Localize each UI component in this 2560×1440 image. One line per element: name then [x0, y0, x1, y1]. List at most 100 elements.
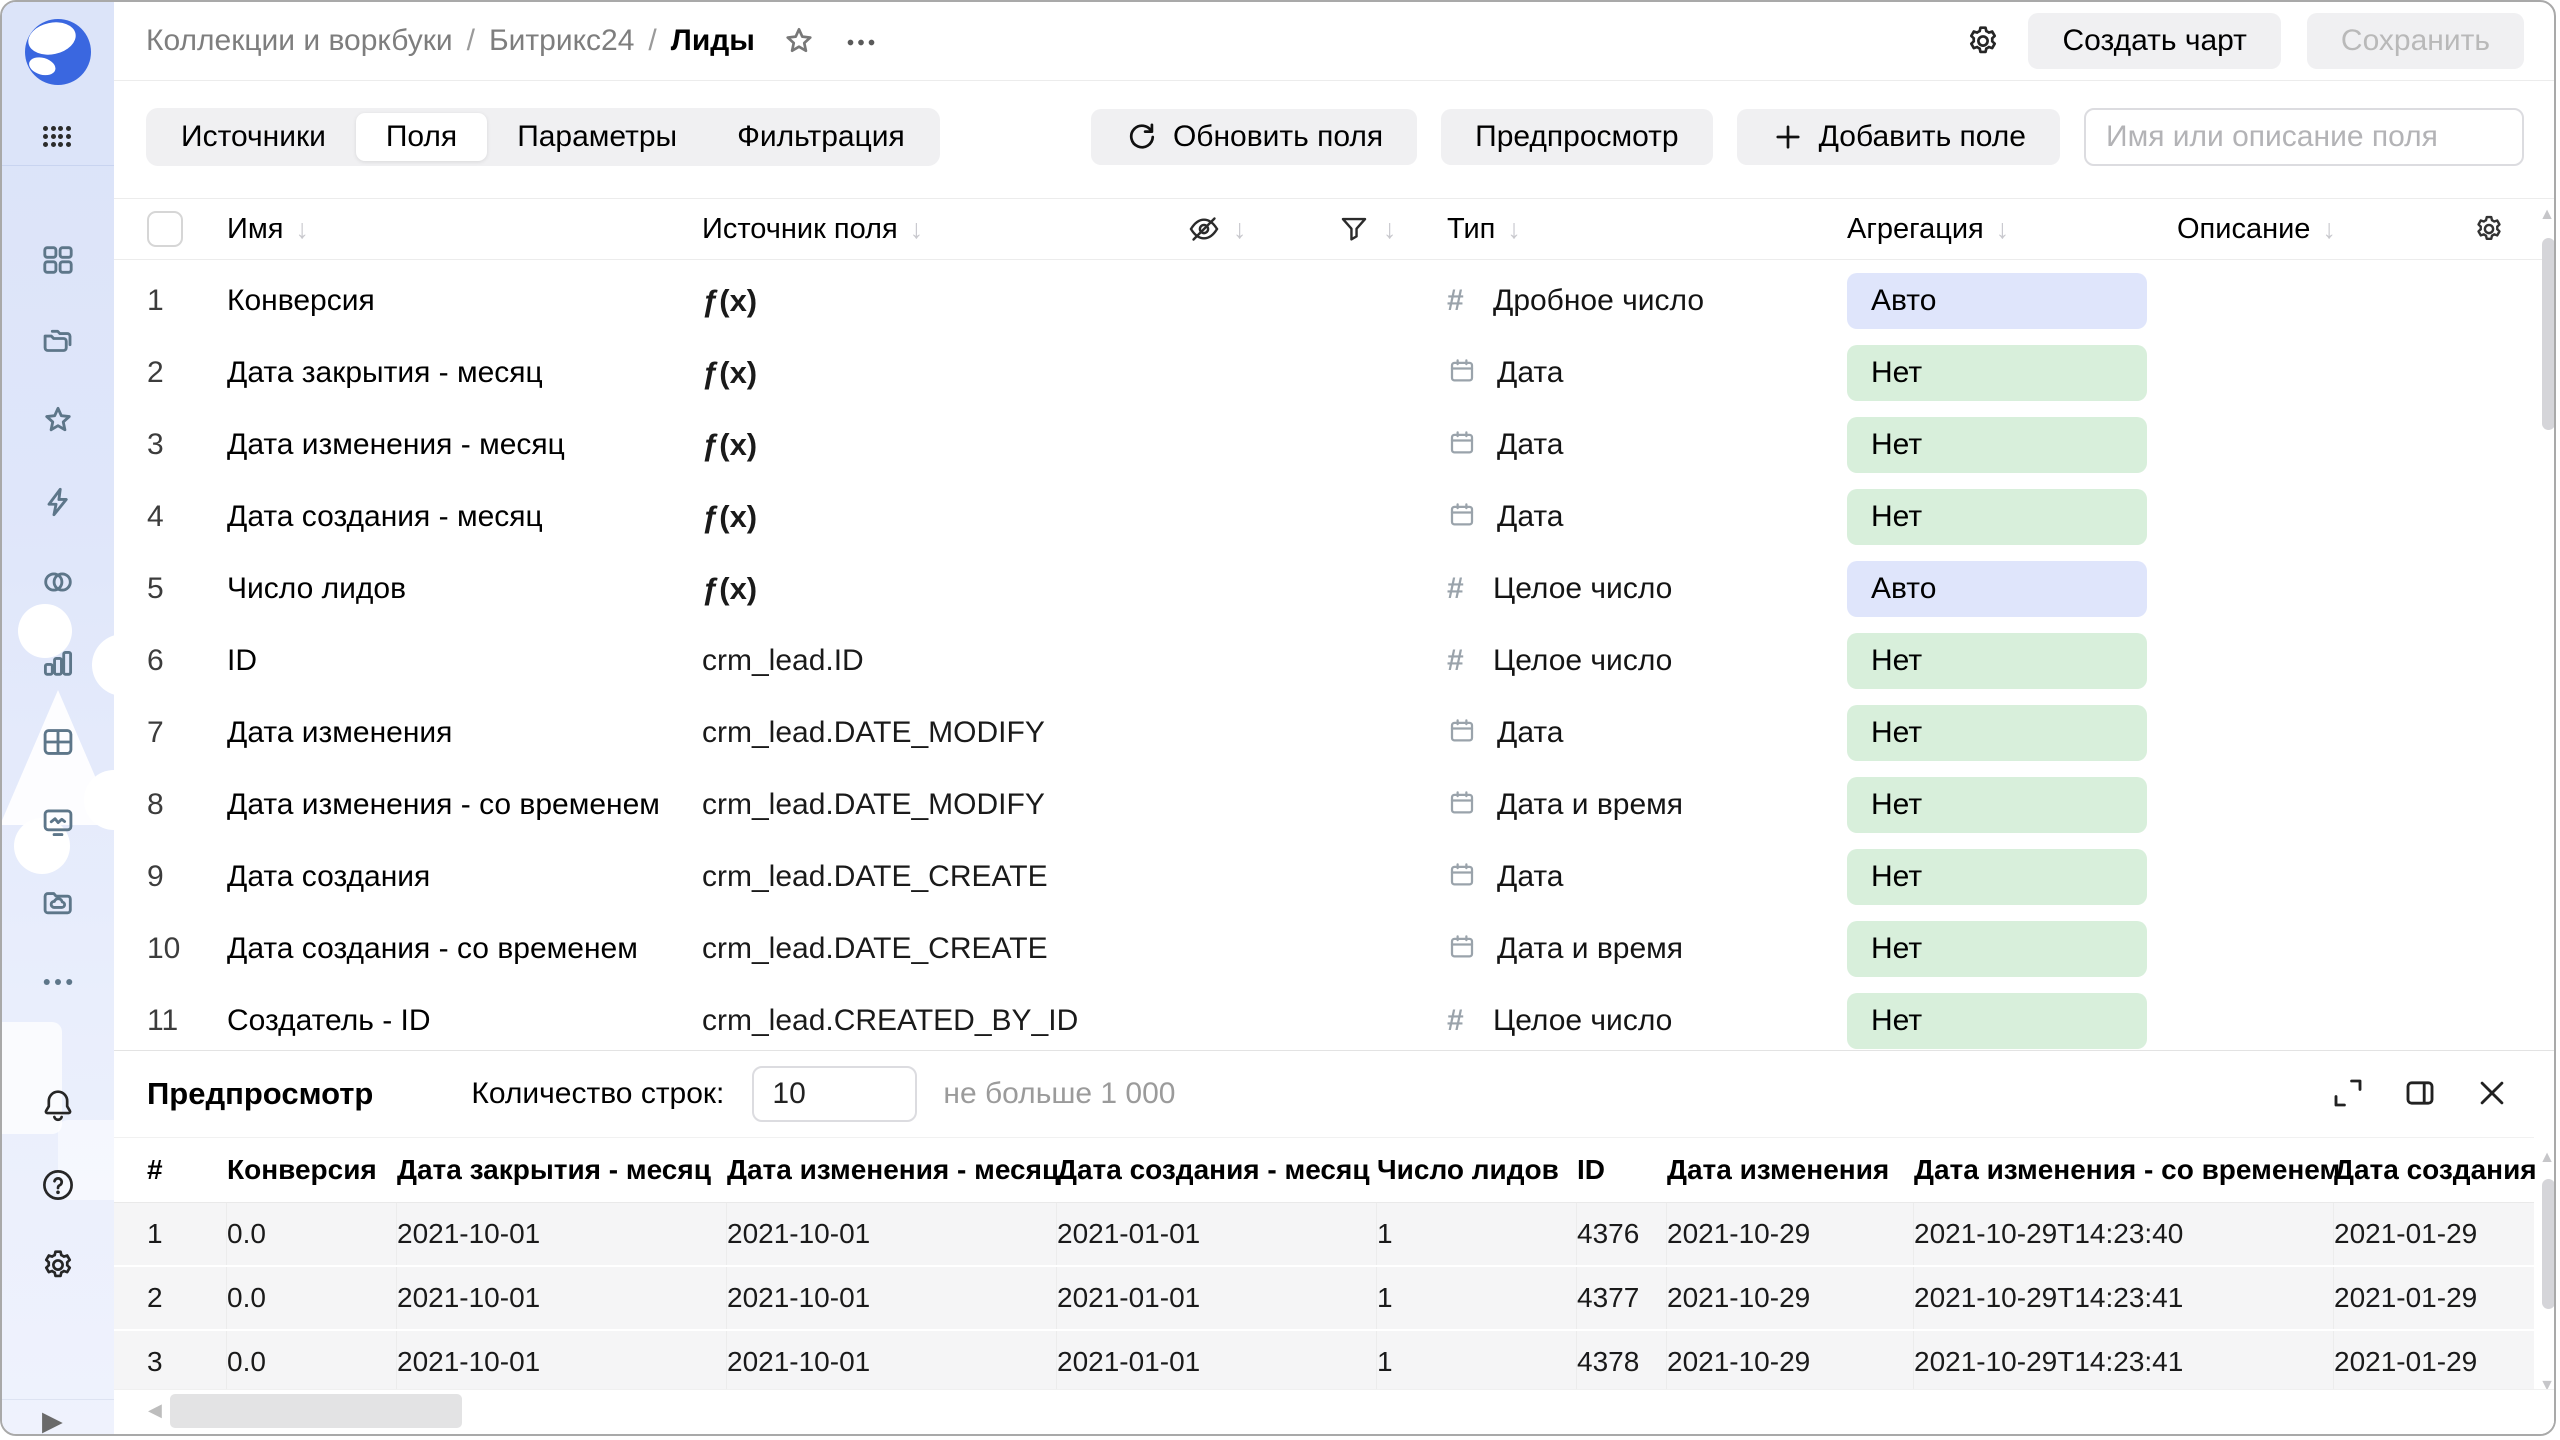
field-source: crm_lead.DATE_MODIFY — [702, 788, 1045, 821]
add-field-button[interactable]: Добавить поле — [1736, 109, 2060, 165]
column-header-type[interactable]: Тип ↓ — [1447, 212, 1521, 245]
sidebar-item-collections[interactable] — [40, 322, 76, 358]
aggregation-pill[interactable]: Нет — [1847, 849, 2147, 905]
table-grid-icon — [43, 729, 73, 755]
sort-arrow-icon: ↓ — [2322, 213, 2336, 244]
expand-preview-icon[interactable] — [2330, 1075, 2366, 1111]
preview-toggle-button[interactable]: Предпросмотр — [1441, 109, 1713, 165]
field-row[interactable]: 11 Создатель - ID crm_lead.CREATED_BY_ID # Ц… — [114, 985, 2554, 1056]
tab-sources[interactable]: Источники — [181, 120, 326, 153]
preview-scrollbar-thumb[interactable] — [2542, 1179, 2554, 1309]
fields-scrollbar-thumb[interactable] — [2542, 238, 2554, 430]
aggregation-pill[interactable]: Авто — [1847, 561, 2147, 617]
cell: 4376 — [1577, 1203, 1667, 1265]
column-header-description[interactable]: Описание ↓ — [2177, 212, 2336, 245]
preview-scroll-up-arrow[interactable]: ▲ — [2539, 1149, 2555, 1166]
field-row[interactable]: 6 ID crm_lead.ID # Целое число Нет — [114, 625, 2554, 697]
scroll-left-arrow[interactable]: ◀ — [148, 1400, 162, 1420]
folder-cloud-icon — [43, 892, 72, 915]
save-button[interactable]: Сохранить — [2306, 13, 2524, 69]
column-header-name[interactable]: Имя ↓ — [227, 212, 309, 245]
horizontal-scrollbar-thumb[interactable] — [170, 1394, 462, 1428]
select-all-checkbox[interactable] — [147, 211, 183, 247]
aggregation-pill[interactable]: Нет — [1847, 633, 2147, 689]
breadcrumb-workbook[interactable]: Битрикс24 — [488, 24, 635, 57]
help-button[interactable] — [39, 1166, 77, 1204]
sidebar-item-more[interactable] — [40, 964, 76, 1000]
field-source-formula: ƒ(x) — [702, 571, 758, 606]
sort-arrow-icon: ↓ — [1507, 213, 1521, 244]
aggregation-pill[interactable]: Нет — [1847, 489, 2147, 545]
field-row[interactable]: 10 Дата создания - со временем crm_lead.DA… — [114, 913, 2554, 985]
refresh-fields-button[interactable]: Обновить поля — [1090, 109, 1418, 165]
tab-parameters[interactable]: Параметры — [517, 120, 678, 153]
dataset-settings-gear-icon[interactable] — [1964, 22, 2002, 60]
expand-sidebar-button[interactable]: ▶ — [42, 1406, 63, 1434]
fields-scroll-up-arrow[interactable]: ▲ — [2539, 206, 2555, 223]
sidebar-item-workbooks[interactable] — [40, 242, 76, 278]
decor-square — [58, 1120, 114, 1200]
row-count-input[interactable] — [752, 1066, 918, 1122]
aggregation-pill[interactable]: Авто — [1847, 273, 2147, 329]
datalens-logo[interactable] — [22, 16, 94, 88]
field-row[interactable]: 5 Число лидов ƒ(x) # Целое число Авто — [114, 553, 2554, 625]
add-field-label: Добавить поле — [1818, 120, 2026, 153]
more-actions-icon[interactable] — [843, 23, 879, 59]
apps-grid-icon[interactable] — [43, 126, 73, 150]
field-row[interactable]: 2 Дата закрытия - месяц ƒ(x) Дата Нет — [114, 337, 2554, 409]
field-index: 8 — [147, 788, 164, 821]
cell: 2021-10-29 — [1667, 1331, 1914, 1393]
close-preview-icon[interactable] — [2474, 1075, 2510, 1111]
field-source-formula: ƒ(x) — [702, 283, 758, 318]
sidebar-item-storage[interactable] — [40, 884, 76, 920]
plus-icon — [1771, 120, 1805, 154]
aggregation-pill[interactable]: Нет — [1847, 777, 2147, 833]
table-settings-gear-icon[interactable] — [2472, 212, 2506, 246]
field-row[interactable]: 7 Дата изменения crm_lead.DATE_MODIFY Дата Н… — [114, 697, 2554, 769]
field-search-input[interactable] — [2084, 108, 2524, 166]
field-source-formula: ƒ(x) — [702, 355, 758, 390]
aggregation-pill[interactable]: Нет — [1847, 993, 2147, 1049]
create-chart-button[interactable]: Создать чарт — [2028, 13, 2281, 69]
aggregation-pill[interactable]: Нет — [1847, 705, 2147, 761]
field-row[interactable]: 3 Дата изменения - месяц ƒ(x) Дата Нет — [114, 409, 2554, 481]
field-row[interactable]: 8 Дата изменения - со временем crm_lead.DA… — [114, 769, 2554, 841]
aggregation-pill[interactable]: Нет — [1847, 921, 2147, 977]
aggregation-pill[interactable]: Нет — [1847, 417, 2147, 473]
column-header-filter[interactable]: ↓ — [1337, 212, 1447, 246]
horizontal-scrollbar: ◀ — [114, 1389, 2554, 1434]
preview-panel: Предпросмотр Количество строк: не больше… — [114, 1050, 2555, 1434]
preview-col-index: # — [147, 1154, 163, 1185]
column-header-aggregation[interactable]: Агрегация ↓ — [1847, 212, 2010, 245]
decor-square — [2, 1022, 62, 1134]
tab-fields[interactable]: Поля — [355, 113, 488, 161]
aggregation-pill[interactable]: Нет — [1847, 345, 2147, 401]
sidebar-item-datasets[interactable] — [40, 724, 76, 760]
field-row[interactable]: 4 Дата создания - месяц ƒ(x) Дата Нет — [114, 481, 2554, 553]
cell: 1 — [1377, 1267, 1577, 1329]
breadcrumb-separator: / — [648, 24, 657, 57]
field-type: Дата — [1497, 500, 1564, 533]
breadcrumb-collections[interactable]: Коллекции и воркбуки — [146, 24, 453, 57]
field-source: crm_lead.ID — [702, 644, 864, 677]
field-name: Число лидов — [227, 572, 407, 605]
sidebar-item-quick-actions[interactable] — [40, 484, 76, 520]
column-header-hidden[interactable]: ↓ — [1187, 212, 1337, 246]
field-row[interactable]: 9 Дата создания crm_lead.DATE_CREATE Дата Не… — [114, 841, 2554, 913]
breadcrumb: Коллекции и воркбуки / Битрикс24 / Лиды — [146, 2, 879, 80]
tab-filtering[interactable]: Фильтрация — [737, 120, 905, 153]
sidebar-item-favorites[interactable] — [40, 402, 76, 438]
settings-button[interactable] — [39, 1246, 77, 1284]
split-view-icon[interactable] — [2402, 1075, 2438, 1111]
decor-circle — [14, 818, 70, 874]
notifications-button[interactable] — [39, 1086, 77, 1124]
calendar-type-icon — [1447, 932, 1481, 966]
field-source-formula: ƒ(x) — [702, 499, 758, 534]
lightning-icon — [47, 487, 68, 517]
column-header-source[interactable]: Источник поля ↓ — [702, 212, 924, 245]
sidebar-item-charts[interactable] — [40, 644, 76, 680]
favorite-star-icon[interactable] — [781, 23, 817, 59]
field-row[interactable]: 1 Конверсия ƒ(x) # Дробное число Авто — [114, 265, 2554, 337]
sidebar-item-dashboards[interactable] — [40, 804, 76, 840]
sidebar-item-connections[interactable] — [40, 564, 76, 600]
